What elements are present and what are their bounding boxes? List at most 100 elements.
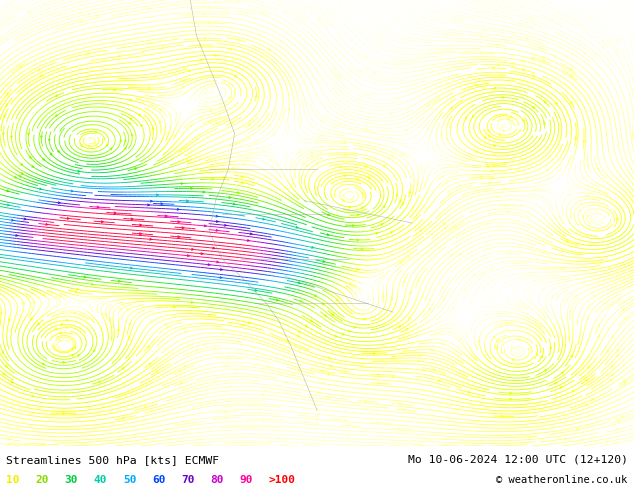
FancyArrowPatch shape xyxy=(147,346,150,348)
FancyArrowPatch shape xyxy=(299,125,301,127)
FancyArrowPatch shape xyxy=(575,183,577,186)
FancyArrowPatch shape xyxy=(497,64,499,66)
FancyArrowPatch shape xyxy=(89,306,91,308)
FancyArrowPatch shape xyxy=(410,117,411,119)
FancyArrowPatch shape xyxy=(593,440,596,442)
Text: 70: 70 xyxy=(181,475,195,485)
Text: 90: 90 xyxy=(240,475,253,485)
FancyArrowPatch shape xyxy=(480,52,482,54)
FancyArrowPatch shape xyxy=(76,288,79,290)
Text: Streamlines 500 hPa [kts] ECMWF: Streamlines 500 hPa [kts] ECMWF xyxy=(6,455,219,465)
FancyArrowPatch shape xyxy=(75,291,77,293)
FancyArrowPatch shape xyxy=(310,124,312,126)
FancyArrowPatch shape xyxy=(101,313,103,315)
FancyArrowPatch shape xyxy=(472,445,474,447)
FancyArrowPatch shape xyxy=(87,13,89,15)
FancyArrowPatch shape xyxy=(267,366,269,368)
FancyArrowPatch shape xyxy=(578,44,580,45)
FancyArrowPatch shape xyxy=(508,26,510,28)
FancyArrowPatch shape xyxy=(224,224,226,226)
FancyArrowPatch shape xyxy=(499,315,501,317)
FancyArrowPatch shape xyxy=(298,147,300,149)
FancyArrowPatch shape xyxy=(616,41,618,43)
FancyArrowPatch shape xyxy=(566,241,568,242)
FancyArrowPatch shape xyxy=(20,8,23,10)
FancyArrowPatch shape xyxy=(623,380,626,382)
FancyArrowPatch shape xyxy=(15,176,16,178)
FancyArrowPatch shape xyxy=(623,309,624,311)
FancyArrowPatch shape xyxy=(231,122,233,123)
FancyArrowPatch shape xyxy=(216,220,218,222)
FancyArrowPatch shape xyxy=(173,306,175,308)
FancyArrowPatch shape xyxy=(418,360,420,362)
FancyArrowPatch shape xyxy=(399,200,401,202)
FancyArrowPatch shape xyxy=(402,154,404,156)
FancyArrowPatch shape xyxy=(199,44,201,46)
FancyArrowPatch shape xyxy=(442,343,444,345)
FancyArrowPatch shape xyxy=(500,325,502,327)
FancyArrowPatch shape xyxy=(20,65,22,67)
FancyArrowPatch shape xyxy=(276,299,278,301)
FancyArrowPatch shape xyxy=(606,350,608,352)
FancyArrowPatch shape xyxy=(204,343,205,345)
FancyArrowPatch shape xyxy=(124,140,126,142)
FancyArrowPatch shape xyxy=(567,194,569,196)
FancyArrowPatch shape xyxy=(190,125,192,127)
FancyArrowPatch shape xyxy=(629,36,631,38)
FancyArrowPatch shape xyxy=(428,309,430,311)
FancyArrowPatch shape xyxy=(209,120,211,122)
FancyArrowPatch shape xyxy=(50,13,52,15)
FancyArrowPatch shape xyxy=(344,174,346,176)
FancyArrowPatch shape xyxy=(593,295,596,297)
FancyArrowPatch shape xyxy=(380,37,382,39)
FancyArrowPatch shape xyxy=(296,226,298,228)
FancyArrowPatch shape xyxy=(237,39,239,41)
FancyArrowPatch shape xyxy=(432,147,434,150)
FancyArrowPatch shape xyxy=(465,117,467,119)
FancyArrowPatch shape xyxy=(581,439,583,441)
FancyArrowPatch shape xyxy=(271,166,273,168)
FancyArrowPatch shape xyxy=(543,57,545,59)
FancyArrowPatch shape xyxy=(623,383,626,385)
FancyArrowPatch shape xyxy=(188,70,190,72)
FancyArrowPatch shape xyxy=(579,209,581,212)
FancyArrowPatch shape xyxy=(396,97,399,99)
FancyArrowPatch shape xyxy=(586,380,588,382)
FancyArrowPatch shape xyxy=(263,418,265,420)
FancyArrowPatch shape xyxy=(178,236,180,238)
FancyArrowPatch shape xyxy=(20,163,23,165)
FancyArrowPatch shape xyxy=(579,199,581,201)
FancyArrowPatch shape xyxy=(544,122,546,124)
FancyArrowPatch shape xyxy=(299,150,301,152)
FancyArrowPatch shape xyxy=(633,38,634,41)
FancyArrowPatch shape xyxy=(341,115,343,117)
FancyArrowPatch shape xyxy=(624,318,626,319)
FancyArrowPatch shape xyxy=(410,292,411,294)
FancyArrowPatch shape xyxy=(113,89,115,91)
FancyArrowPatch shape xyxy=(503,188,506,190)
FancyArrowPatch shape xyxy=(468,391,470,393)
FancyArrowPatch shape xyxy=(262,218,264,220)
FancyArrowPatch shape xyxy=(176,113,178,115)
FancyArrowPatch shape xyxy=(545,370,547,372)
FancyArrowPatch shape xyxy=(316,418,318,420)
FancyArrowPatch shape xyxy=(156,370,158,372)
FancyArrowPatch shape xyxy=(29,156,31,158)
FancyArrowPatch shape xyxy=(450,126,451,128)
FancyArrowPatch shape xyxy=(360,71,363,73)
FancyArrowPatch shape xyxy=(567,15,569,17)
FancyArrowPatch shape xyxy=(2,351,4,353)
FancyArrowPatch shape xyxy=(584,53,586,55)
FancyArrowPatch shape xyxy=(509,116,512,118)
FancyArrowPatch shape xyxy=(56,95,58,96)
FancyArrowPatch shape xyxy=(210,97,212,99)
FancyArrowPatch shape xyxy=(10,18,11,20)
FancyArrowPatch shape xyxy=(406,12,408,14)
FancyArrowPatch shape xyxy=(453,307,455,309)
FancyArrowPatch shape xyxy=(555,382,557,384)
FancyArrowPatch shape xyxy=(420,164,422,166)
FancyArrowPatch shape xyxy=(301,6,303,8)
FancyArrowPatch shape xyxy=(321,382,324,384)
FancyArrowPatch shape xyxy=(242,175,243,177)
FancyArrowPatch shape xyxy=(43,3,45,4)
